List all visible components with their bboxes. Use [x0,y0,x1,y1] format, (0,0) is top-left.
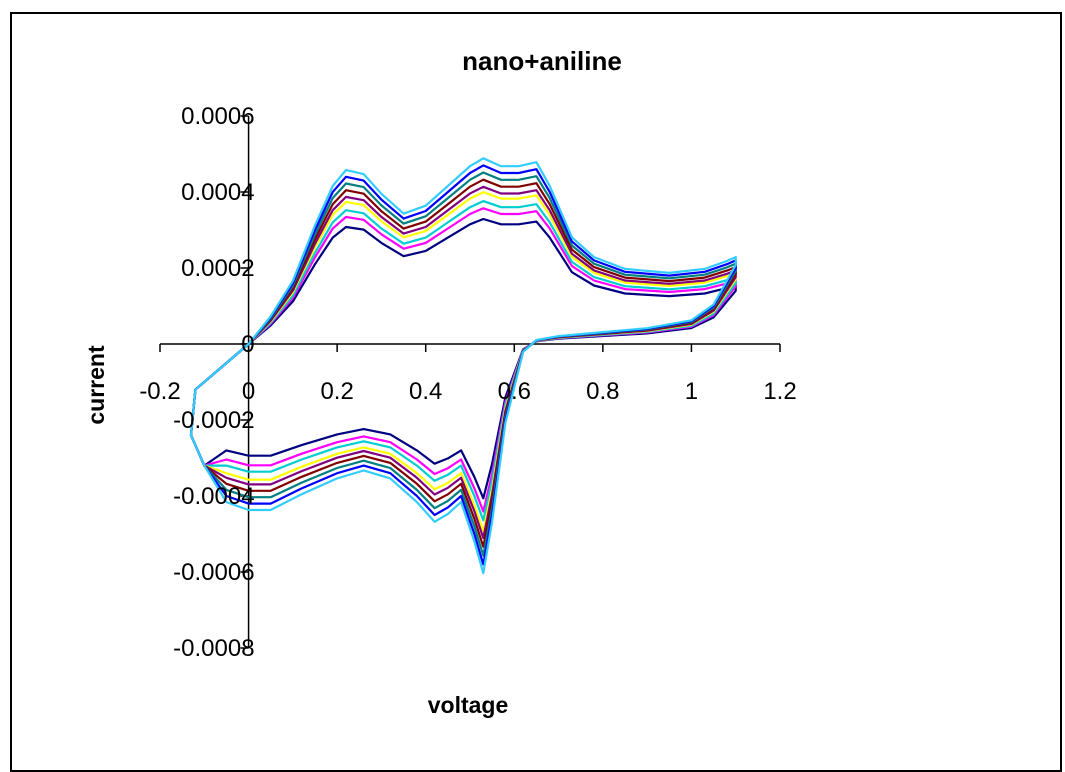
x-tick-label: 1 [685,378,698,405]
y-tick-label: 0.0006 [181,103,254,130]
x-tick-label: 0.8 [586,378,619,405]
y-tick-label: -0.0008 [173,635,254,662]
series-line-2 [189,207,737,513]
y-tick-label: -0.0006 [173,559,254,586]
y-tick-label: -0.0002 [173,407,254,434]
x-tick-label: -0.2 [139,378,180,405]
x-tick-label: 1.2 [763,378,796,405]
series-line-8 [189,164,737,566]
x-axis-label: voltage [428,692,509,718]
y-tick-label: 0.0004 [181,179,254,206]
series-line-9 [189,157,737,575]
series-line-1 [189,217,737,500]
series-line-5 [189,185,737,540]
chart-title: nano+aniline [462,46,622,76]
x-tick-label: 0.6 [498,378,531,405]
series-line-6 [189,178,737,548]
series-line-3 [189,200,737,522]
tick-labels: -0.2 0 0.2 0.4 0.6 0.8 1 1.2 -0.0008 -0.0006 -0.00… [139,103,796,662]
y-tick-label: -0.0004 [173,483,254,510]
series-line-7 [189,171,737,557]
x-tick-label: 0.2 [320,378,353,405]
y-axis-label: current [83,345,109,425]
y-tick-label: 0.0002 [181,255,254,282]
y-tick-label: 0 [241,331,254,358]
series-line-4 [189,191,737,533]
x-tick-label: 0 [242,378,255,405]
x-tick-label: 0.4 [409,378,442,405]
series-group [189,157,737,575]
axes [159,115,781,649]
chart-frame [10,12,1062,772]
